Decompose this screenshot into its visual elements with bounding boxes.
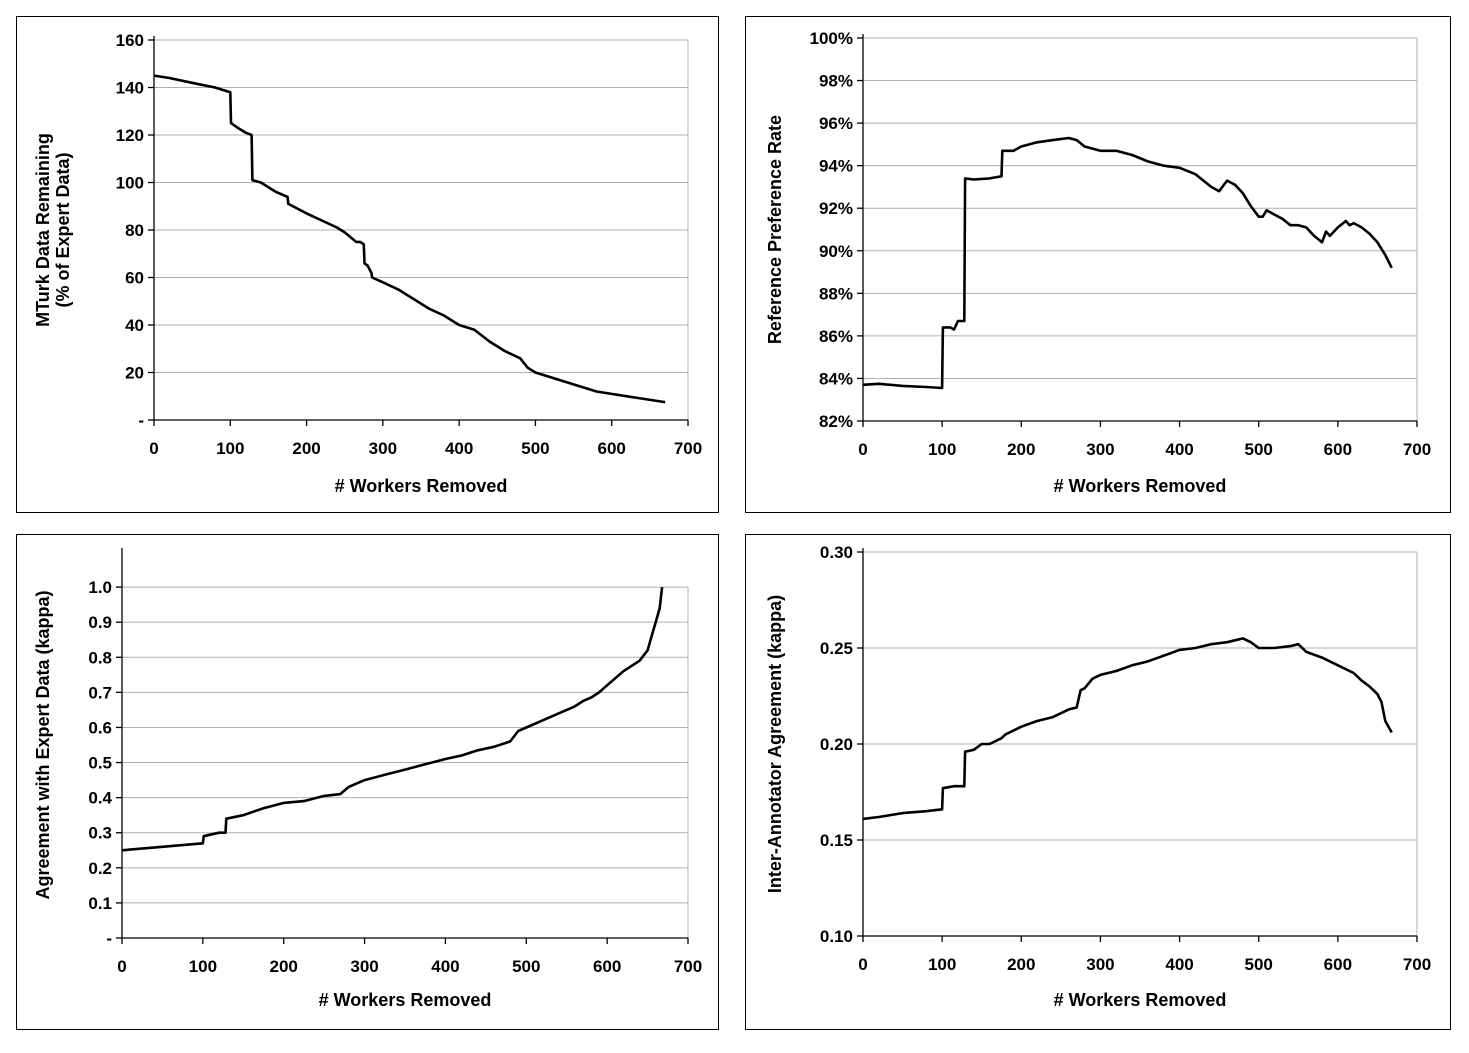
x-tick-label: 600 <box>1324 955 1352 974</box>
y-tick-label: 92% <box>819 199 853 218</box>
y-tick-label: 80 <box>125 221 144 240</box>
y-tick-label: 1.0 <box>88 578 112 597</box>
chart-svg-reference-preference: 82% 84% 86% 88% 90% 92% 94% 96% 98% 100% 0 100 200 30… <box>765 29 1431 496</box>
x-axis-title: # Workers Removed <box>335 476 508 496</box>
y-tick-label: 84% <box>819 369 853 388</box>
y-tick-label: 0.9 <box>88 613 112 632</box>
x-tick-label: 200 <box>1007 955 1035 974</box>
y-tick-label: 0.2 <box>88 859 112 878</box>
y-tick-label: 90% <box>819 242 853 261</box>
x-tick-label: 0 <box>858 955 867 974</box>
y-tick-label: 0.30 <box>820 543 853 562</box>
x-tick-label: 500 <box>1245 440 1273 459</box>
y-tick-label: 0.25 <box>820 639 853 658</box>
x-axis-title: # Workers Removed <box>1054 476 1227 496</box>
y-axis-title: Agreement with Expert Data (kappa) <box>33 590 53 899</box>
y-tick-label: 0.4 <box>88 789 112 808</box>
x-tick-label: 600 <box>1324 440 1352 459</box>
x-tick-label: 700 <box>674 957 702 976</box>
x-tick-label: 400 <box>1165 955 1193 974</box>
series-line <box>153 74 666 404</box>
series-line <box>862 136 1393 390</box>
y-tick-label: 0.15 <box>820 831 853 850</box>
y-tick-label: 96% <box>819 114 853 133</box>
y-tick-label: 0.1 <box>88 894 112 913</box>
y-axis-title: Inter-Annotator Agreement (kappa) <box>765 595 785 893</box>
y-tick-label: 140 <box>116 79 144 98</box>
x-tick-label: 400 <box>431 957 459 976</box>
y-tick-label: 86% <box>819 327 853 346</box>
x-tick-label: 0 <box>149 439 158 458</box>
chart-panel-inter-annotator: 0.10 0.15 0.20 0.25 0.30 0 100 200 300 400 500 600 7… <box>745 534 1451 1030</box>
x-axis-title: # Workers Removed <box>319 990 492 1010</box>
chart-panel-reference-preference: 82% 84% 86% 88% 90% 92% 94% 96% 98% 100% 0 100 200 30… <box>745 16 1451 513</box>
y-axis-title: Reference Preference Rate <box>765 115 785 344</box>
x-axis-title: # Workers Removed <box>1054 990 1227 1010</box>
y-tick-label: 20 <box>125 364 144 383</box>
y-tick-label: 0.20 <box>820 735 853 754</box>
x-tick-label: 200 <box>1007 440 1035 459</box>
x-tick-label: 700 <box>674 439 702 458</box>
x-tick-label: 0 <box>117 957 126 976</box>
x-tick-label: 400 <box>1165 440 1193 459</box>
y-tick-label: - <box>106 929 112 948</box>
x-tick-label: 300 <box>369 439 397 458</box>
chart-svg-inter-annotator: 0.10 0.15 0.20 0.25 0.30 0 100 200 300 400 500 600 7… <box>765 543 1431 1010</box>
x-tick-label: 500 <box>521 439 549 458</box>
x-tick-label: 400 <box>445 439 473 458</box>
y-tick-label: 0.8 <box>88 648 112 667</box>
chart-panel-expert-agreement: - 0.1 0.2 0.3 0.4 0.5 0.6 0.7 0.8 0.9 1.0 0 100 200 30… <box>16 534 719 1030</box>
x-tick-label: 0 <box>858 440 867 459</box>
x-tick-label: 500 <box>512 957 540 976</box>
x-tick-label: 100 <box>216 439 244 458</box>
y-tick-label: 94% <box>819 157 853 176</box>
x-tick-label: 100 <box>928 955 956 974</box>
x-tick-label: 300 <box>1086 955 1114 974</box>
y-tick-label: 100 <box>116 174 144 193</box>
chart-svg-expert-agreement: - 0.1 0.2 0.3 0.4 0.5 0.6 0.7 0.8 0.9 1.0 0 100 200 30… <box>33 548 702 1010</box>
y-tick-label: 88% <box>819 284 853 303</box>
y-tick-label: - <box>138 411 144 430</box>
y-tick-label: 100% <box>810 29 853 48</box>
y-tick-label: 120 <box>116 126 144 145</box>
y-tick-label: 0.6 <box>88 718 112 737</box>
y-tick-label: 82% <box>819 412 853 431</box>
series-line <box>862 637 1393 821</box>
series-line <box>121 586 664 852</box>
y-tick-label: 0.3 <box>88 824 112 843</box>
y-tick-label: 0.10 <box>820 927 853 946</box>
x-tick-label: 300 <box>350 957 378 976</box>
x-tick-label: 100 <box>189 957 217 976</box>
y-tick-label: 160 <box>116 31 144 50</box>
y-tick-label: 0.5 <box>88 754 112 773</box>
x-tick-label: 600 <box>593 957 621 976</box>
x-tick-label: 700 <box>1403 955 1431 974</box>
x-tick-label: 200 <box>270 957 298 976</box>
x-tick-label: 100 <box>928 440 956 459</box>
y-tick-label: 98% <box>819 72 853 91</box>
y-axis-title: MTurk Data Remaining <box>33 133 53 327</box>
x-tick-label: 600 <box>598 439 626 458</box>
y-tick-label: 40 <box>125 316 144 335</box>
x-tick-label: 300 <box>1086 440 1114 459</box>
y-tick-label: 0.7 <box>88 683 112 702</box>
x-tick-label: 700 <box>1403 440 1431 459</box>
chart-svg-data-remaining: - 20 40 60 80 100 120 140 160 0 100 200 300 400 500 600… <box>33 31 702 496</box>
y-axis-title: (% of Expert Data) <box>53 152 73 307</box>
x-tick-label: 500 <box>1245 955 1273 974</box>
y-tick-label: 60 <box>125 269 144 288</box>
x-tick-label: 200 <box>292 439 320 458</box>
chart-panel-data-remaining: - 20 40 60 80 100 120 140 160 0 100 200 300 400 500 600… <box>16 16 719 513</box>
